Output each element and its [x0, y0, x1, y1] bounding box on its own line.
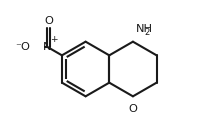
Text: N: N	[43, 42, 51, 52]
Text: 2: 2	[144, 28, 149, 37]
Text: NH: NH	[136, 24, 153, 34]
Text: O: O	[44, 16, 53, 26]
Text: O: O	[129, 104, 138, 114]
Text: ⁻O: ⁻O	[16, 42, 30, 51]
Text: +: +	[50, 35, 58, 44]
